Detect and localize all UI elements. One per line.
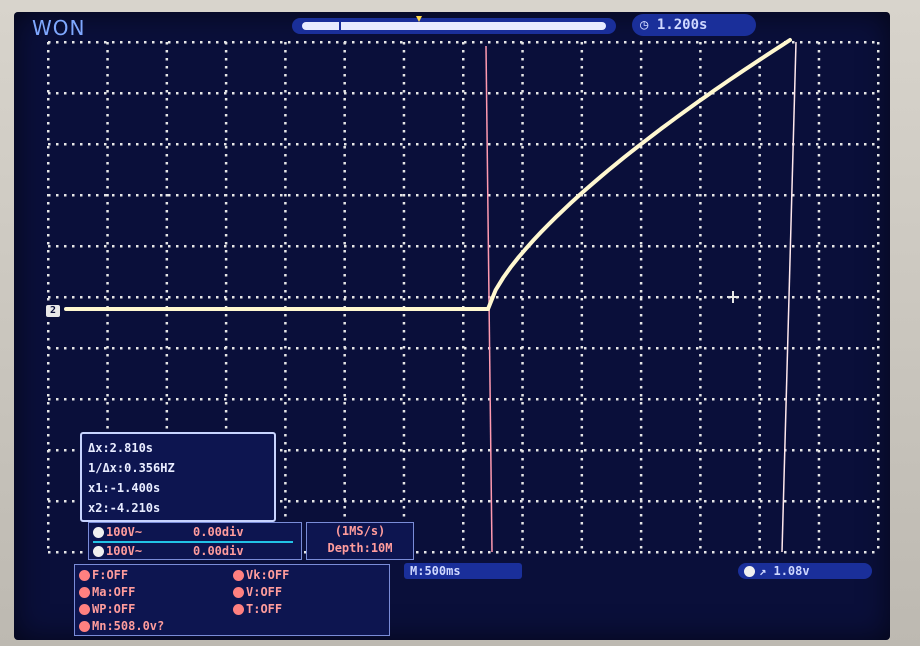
measurement-ma-icon: [79, 587, 90, 598]
measurement-time[interactable]: T:OFF: [233, 601, 282, 617]
sample-rate: (1MS/s): [334, 524, 386, 538]
channel-1-status[interactable]: 100V~ 0.00div: [93, 524, 297, 541]
measurement-t-icon: [233, 604, 244, 615]
timebase-readout[interactable]: M:500ms: [404, 563, 522, 579]
acquisition-panel[interactable]: (1MS/s) Depth:10M: [306, 522, 414, 560]
measurement-frequency[interactable]: F:OFF: [79, 567, 128, 583]
waveform-trace: [64, 38, 792, 311]
cursor-delta-t: Δx:2.810s: [88, 441, 154, 455]
channel-status-panel: 100V~ 0.00div 100V~ 0.00div: [88, 522, 302, 560]
measurement-peak[interactable]: Vk:OFF: [233, 567, 289, 583]
cursor-x2-value: x2:-4.210s: [88, 501, 161, 515]
memory-depth: Depth:10M: [327, 541, 393, 555]
measurement-wp-icon: [79, 604, 90, 615]
cursor-inverse-delta-t: 1/Δx:0.356HZ: [88, 461, 175, 475]
clock-icon: ◷: [640, 17, 649, 33]
cursor-measurement-panel: Δx:2.810s 1/Δx:0.356HZ x1:-1.400s x2:-4.…: [80, 432, 276, 522]
measurement-mn-label: Mn:508.0v?: [92, 619, 165, 633]
measurement-v-label: V:OFF: [246, 585, 283, 599]
trigger-readout[interactable]: ↗ 1.08v: [738, 563, 872, 579]
measurement-v-icon: [233, 587, 244, 598]
channel-2-icon: [93, 546, 104, 557]
brand-logo: WON: [32, 16, 86, 40]
channel-2-status[interactable]: 100V~ 0.00div: [93, 543, 297, 560]
graticule: [47, 41, 880, 554]
measurement-vk-icon: [233, 570, 244, 581]
measurement-ma-label: Ma:OFF: [92, 585, 136, 599]
measurement-max[interactable]: Ma:OFF: [79, 584, 135, 600]
channel-2-position: 0.00div: [193, 544, 244, 558]
measurement-f-label: F:OFF: [92, 568, 129, 582]
channel-divider: [93, 541, 293, 543]
measurement-panel: F:OFF Ma:OFF WP:OFF Mn:508.0v? Vk:OFF V:…: [74, 564, 390, 636]
channel-2-scale: 100V~: [106, 544, 143, 558]
trigger-channel-icon: [744, 566, 755, 577]
cursor-x2-line[interactable]: [781, 41, 797, 553]
channel-position-marker[interactable]: 2: [46, 305, 60, 317]
measurement-vk-label: Vk:OFF: [246, 568, 290, 582]
measurement-mean[interactable]: Mn:508.0v?: [79, 618, 164, 634]
measurement-width[interactable]: WP:OFF: [79, 601, 135, 617]
trigger-position-marker: [416, 16, 422, 22]
measurement-t-label: T:OFF: [246, 602, 283, 616]
channel-1-icon: [93, 527, 104, 538]
measurement-mn-icon: [79, 621, 90, 632]
measurement-voltage[interactable]: V:OFF: [233, 584, 282, 600]
time-offset-value: 1.200s: [656, 17, 708, 33]
memory-window[interactable]: [302, 22, 606, 30]
measurement-f-icon: [79, 570, 90, 581]
channel-1-scale: 100V~: [106, 525, 143, 539]
measurement-wp-label: WP:OFF: [92, 602, 136, 616]
channel-1-position: 0.00div: [193, 525, 244, 539]
horizontal-position-readout[interactable]: ◷ 1.200s: [632, 14, 756, 36]
rising-edge-icon: ↗: [759, 564, 767, 578]
trigger-level: 1.08v: [773, 564, 810, 578]
cursor-x1-line[interactable]: [485, 45, 493, 553]
cursor-x1-value: x1:-1.400s: [88, 481, 161, 495]
